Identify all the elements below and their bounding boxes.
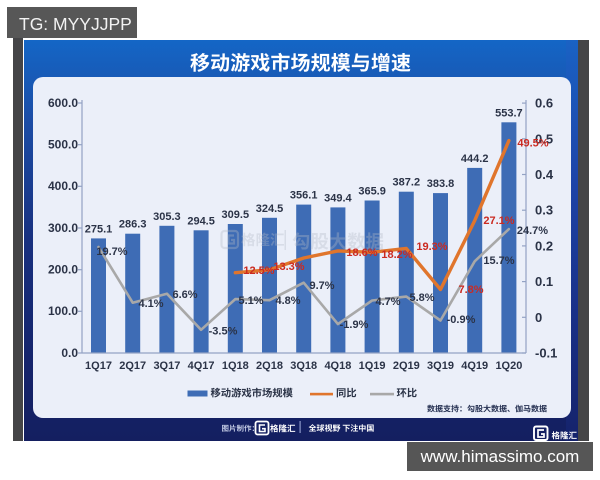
svg-text:500.0: 500.0 <box>48 138 78 152</box>
svg-text:15.7%: 15.7% <box>483 255 514 267</box>
svg-text:305.3: 305.3 <box>153 211 181 223</box>
svg-text:100.0: 100.0 <box>48 304 78 318</box>
svg-text:3Q19: 3Q19 <box>427 360 454 372</box>
svg-text:4Q19: 4Q19 <box>461 360 488 372</box>
svg-text:4.7%: 4.7% <box>375 296 400 308</box>
svg-text:383.8: 383.8 <box>427 178 455 190</box>
svg-text:7.8%: 7.8% <box>458 284 483 296</box>
svg-text:-3.5%: -3.5% <box>209 326 238 338</box>
svg-text:12.5%: 12.5% <box>243 265 274 277</box>
svg-text:600.0: 600.0 <box>48 96 78 110</box>
svg-text:4Q18: 4Q18 <box>324 360 351 372</box>
svg-text:0.2: 0.2 <box>535 238 553 253</box>
svg-text:-1.9%: -1.9% <box>340 319 369 331</box>
svg-text:4.8%: 4.8% <box>275 295 300 307</box>
svg-text:13.3%: 13.3% <box>273 261 304 273</box>
svg-text:24.7%: 24.7% <box>517 225 548 237</box>
svg-text:324.5: 324.5 <box>256 203 284 215</box>
svg-text:0.4: 0.4 <box>535 167 554 182</box>
svg-text:0.6: 0.6 <box>535 96 553 111</box>
svg-text:286.3: 286.3 <box>119 219 147 231</box>
svg-text:0.0: 0.0 <box>61 346 78 360</box>
svg-text:444.2: 444.2 <box>461 153 489 165</box>
svg-text:5.1%: 5.1% <box>238 295 263 307</box>
svg-text:1Q17: 1Q17 <box>85 360 112 372</box>
svg-text:1Q19: 1Q19 <box>359 360 386 372</box>
svg-text:2Q18: 2Q18 <box>256 360 283 372</box>
svg-text:309.5: 309.5 <box>222 209 250 221</box>
svg-text:9.7%: 9.7% <box>309 280 334 292</box>
svg-text:365.9: 365.9 <box>358 186 386 198</box>
svg-text:300.0: 300.0 <box>48 221 78 235</box>
svg-text:19.3%: 19.3% <box>416 241 447 253</box>
svg-text:0.1: 0.1 <box>535 274 553 289</box>
svg-text:387.2: 387.2 <box>393 177 421 189</box>
svg-text:18.6%: 18.6% <box>346 247 377 259</box>
svg-text:3Q18: 3Q18 <box>290 360 317 372</box>
svg-text:-0.1: -0.1 <box>535 346 557 361</box>
svg-text:-0.9%: -0.9% <box>447 314 476 326</box>
svg-text:2Q17: 2Q17 <box>119 360 146 372</box>
svg-text:356.1: 356.1 <box>290 190 318 202</box>
svg-text:0.3: 0.3 <box>535 203 553 218</box>
svg-text:6.6%: 6.6% <box>172 289 197 301</box>
svg-text:294.5: 294.5 <box>187 215 215 227</box>
svg-text:49.5%: 49.5% <box>517 138 548 150</box>
svg-text:1Q20: 1Q20 <box>495 360 522 372</box>
svg-text:275.1: 275.1 <box>85 223 113 235</box>
svg-text:0: 0 <box>535 310 542 325</box>
svg-text:2Q19: 2Q19 <box>393 360 420 372</box>
svg-text:349.4: 349.4 <box>324 192 352 204</box>
svg-text:18.2%: 18.2% <box>381 249 412 261</box>
svg-text:553.7: 553.7 <box>495 107 523 119</box>
svg-text:3Q17: 3Q17 <box>153 360 180 372</box>
svg-text:200.0: 200.0 <box>48 263 78 277</box>
svg-text:400.0: 400.0 <box>48 179 78 193</box>
svg-text:0.5: 0.5 <box>535 131 553 146</box>
svg-text:4Q17: 4Q17 <box>188 360 215 372</box>
svg-text:27.1%: 27.1% <box>483 215 514 227</box>
svg-text:1Q18: 1Q18 <box>222 360 249 372</box>
svg-text:4.1%: 4.1% <box>138 298 163 310</box>
svg-text:19.7%: 19.7% <box>96 246 127 258</box>
svg-text:5.8%: 5.8% <box>409 292 434 304</box>
